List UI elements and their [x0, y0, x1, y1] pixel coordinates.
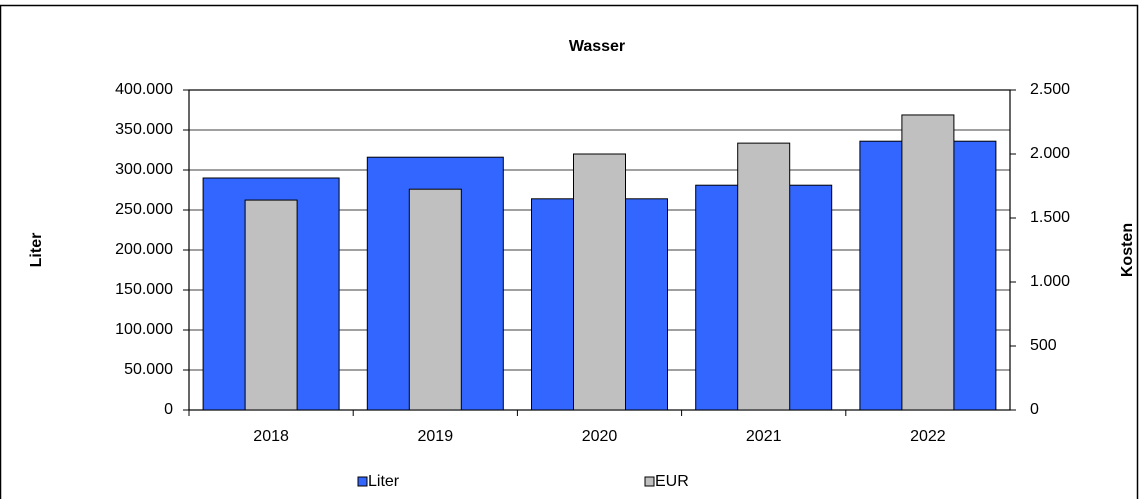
- y2-tick-label: 1.000: [1030, 273, 1070, 290]
- bar: [244, 199, 298, 411]
- bar: [901, 114, 955, 411]
- y-tick-label: 0: [164, 401, 173, 418]
- bar: [737, 142, 791, 411]
- y2-tick-label: 2.000: [1030, 145, 1070, 162]
- x-tick-label: 2021: [746, 428, 782, 445]
- y-tick-label: 400.000: [115, 81, 173, 98]
- y-tick-label: 150.000: [115, 281, 173, 298]
- x-tick-label: 2019: [418, 428, 454, 445]
- y-tick-label: 50.000: [124, 361, 173, 378]
- legend-swatch: [357, 476, 368, 487]
- legend-label: EUR: [655, 473, 689, 490]
- y2-tick-label: 0: [1030, 401, 1039, 418]
- x-tick-label: 2020: [582, 428, 618, 445]
- legend-swatch: [644, 476, 655, 487]
- y2-tick-label: 1.500: [1030, 209, 1070, 226]
- x-tick-label: 2022: [910, 428, 946, 445]
- x-tick-label: 2018: [253, 428, 289, 445]
- y-tick-label: 300.000: [115, 161, 173, 178]
- y-axis-label: Liter: [28, 233, 45, 268]
- y2-tick-label: 500: [1030, 337, 1057, 354]
- bar: [573, 153, 626, 411]
- y-tick-label: 100.000: [115, 321, 173, 338]
- y-tick-label: 200.000: [115, 241, 173, 258]
- y-tick-label: 250.000: [115, 201, 173, 218]
- legend-label: Liter: [368, 473, 400, 490]
- chart-frame: [0, 4, 1139, 499]
- bar: [408, 188, 462, 411]
- y2-axis-label: Kosten: [1119, 223, 1136, 277]
- y2-tick-label: 2.500: [1030, 81, 1070, 98]
- chart-title: Wasser: [569, 38, 625, 55]
- y-tick-label: 350.000: [115, 121, 173, 138]
